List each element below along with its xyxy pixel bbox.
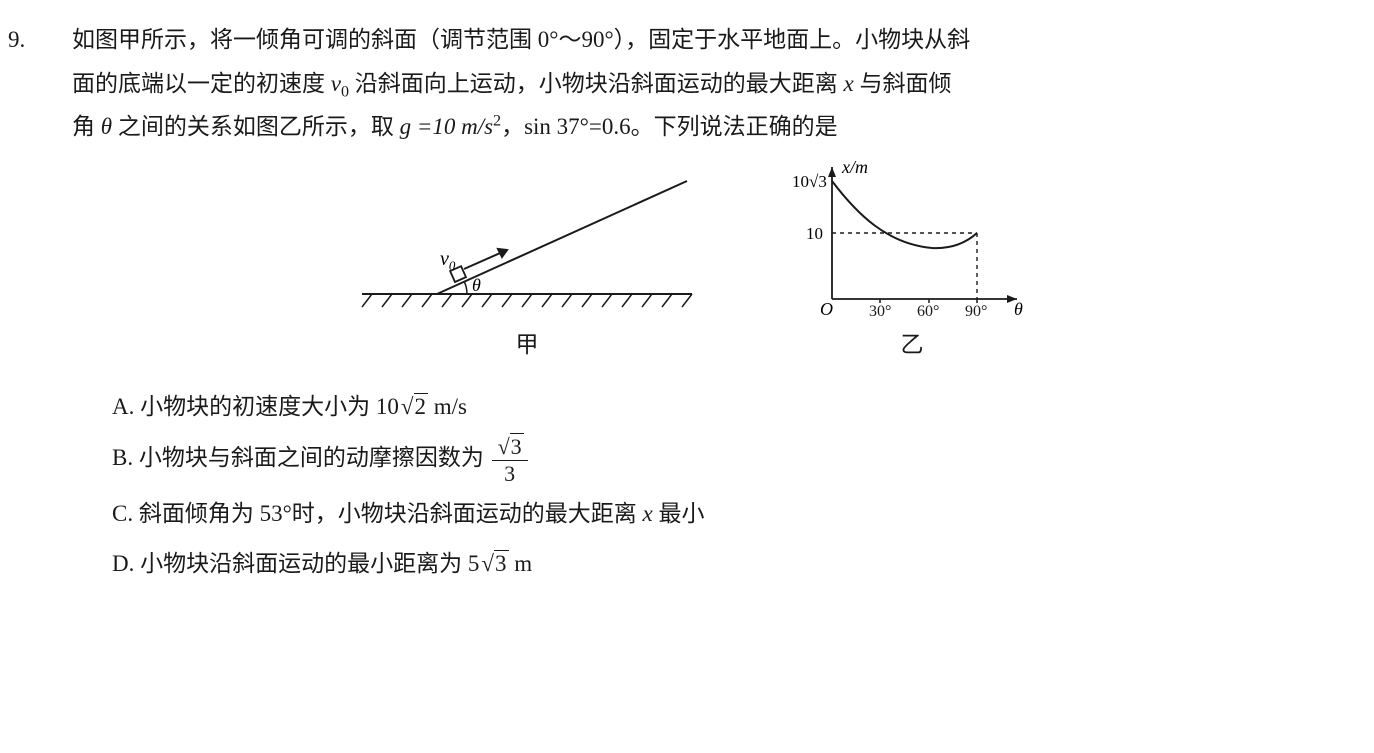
option-a-pre: A. 小物块的初速度大小为 10 bbox=[112, 394, 399, 419]
option-b-pre: B. 小物块与斜面之间的动摩擦因数为 bbox=[112, 446, 484, 471]
stem-line1: 如图甲所示，将一倾角可调的斜面（调节范围 0°～90°），固定于水平地面上。小物… bbox=[72, 27, 970, 52]
option-c-text: C. 斜面倾角为 53°时，小物块沿斜面运动的最大距离 bbox=[112, 501, 643, 526]
option-b-num-rad: 3 bbox=[510, 433, 524, 459]
figure-caption-right: 乙 bbox=[901, 323, 924, 367]
option-c-x: x bbox=[643, 501, 653, 526]
options-block: A. 小物块的初速度大小为 10 2 m/s B. 小物块与斜面之间的动摩擦因数为… bbox=[42, 385, 1332, 586]
ytick-mid: 10 bbox=[806, 224, 823, 243]
ytick-top: 10√3 bbox=[792, 172, 827, 191]
stem-line2b: 沿斜面向上运动，小物块沿斜面运动的最大距离 bbox=[355, 71, 844, 96]
g-exp: 2 bbox=[493, 113, 501, 130]
option-d-sqrt: 3 bbox=[479, 542, 508, 586]
figure-row: θ v0 甲 x/m bbox=[42, 159, 1332, 367]
theta-label: θ bbox=[472, 275, 481, 295]
origin-label: O bbox=[820, 299, 833, 319]
graph-diagram: x/m θ O 10√3 10 30° 60° 90° bbox=[792, 159, 1032, 319]
question-stem: 如图甲所示，将一倾角可调的斜面（调节范围 0°～90°），固定于水平地面上。小物… bbox=[42, 18, 1332, 149]
figure-right: x/m θ O 10√3 10 30° 60° 90° bbox=[792, 159, 1032, 367]
stem-line3a: 角 bbox=[72, 114, 101, 139]
option-a-post: m/s bbox=[428, 394, 467, 419]
v0-var: v bbox=[331, 71, 341, 96]
xtick-30: 30° bbox=[869, 303, 891, 319]
v0-label: v0 bbox=[440, 248, 456, 273]
option-d: D. 小物块沿斜面运动的最小距离为 5 3 m bbox=[112, 542, 1332, 586]
option-d-pre: D. 小物块沿斜面运动的最小距离为 5 bbox=[112, 551, 479, 576]
option-b-den: 3 bbox=[492, 461, 528, 486]
x-axis-label: θ bbox=[1014, 299, 1023, 319]
option-d-rad: 3 bbox=[494, 550, 509, 576]
y-axis-label: x/m bbox=[841, 159, 868, 177]
x-var: x bbox=[844, 71, 854, 96]
option-d-post: m bbox=[509, 551, 533, 576]
option-c: C. 斜面倾角为 53°时，小物块沿斜面运动的最大距离 x 最小 bbox=[112, 492, 1332, 536]
figure-left: θ v0 甲 bbox=[342, 169, 712, 367]
v0-sub: 0 bbox=[341, 83, 349, 100]
question-number: 9. bbox=[8, 18, 25, 62]
figure-caption-left: 甲 bbox=[516, 323, 539, 367]
theta-var: θ bbox=[101, 114, 112, 139]
stem-line2a: 面的底端以一定的初速度 bbox=[72, 71, 331, 96]
xtick-60: 60° bbox=[917, 303, 939, 319]
stem-line3c: ，sin 37°=0.6。下列说法正确的是 bbox=[501, 114, 838, 139]
option-b-frac: 3 3 bbox=[492, 434, 528, 486]
option-c-post: 最小 bbox=[653, 501, 705, 526]
incline-diagram: θ v0 bbox=[342, 169, 712, 319]
xtick-90: 90° bbox=[965, 303, 987, 319]
option-a: A. 小物块的初速度大小为 10 2 m/s bbox=[112, 385, 1332, 429]
stem-line2c: 与斜面倾 bbox=[854, 71, 952, 96]
g-expr: g =10 m/s bbox=[400, 114, 493, 139]
option-a-rad: 2 bbox=[414, 393, 429, 419]
option-b: B. 小物块与斜面之间的动摩擦因数为 3 3 bbox=[112, 434, 1332, 486]
stem-line3b: 之间的关系如图乙所示，取 bbox=[112, 114, 400, 139]
option-a-sqrt: 2 bbox=[399, 385, 428, 429]
